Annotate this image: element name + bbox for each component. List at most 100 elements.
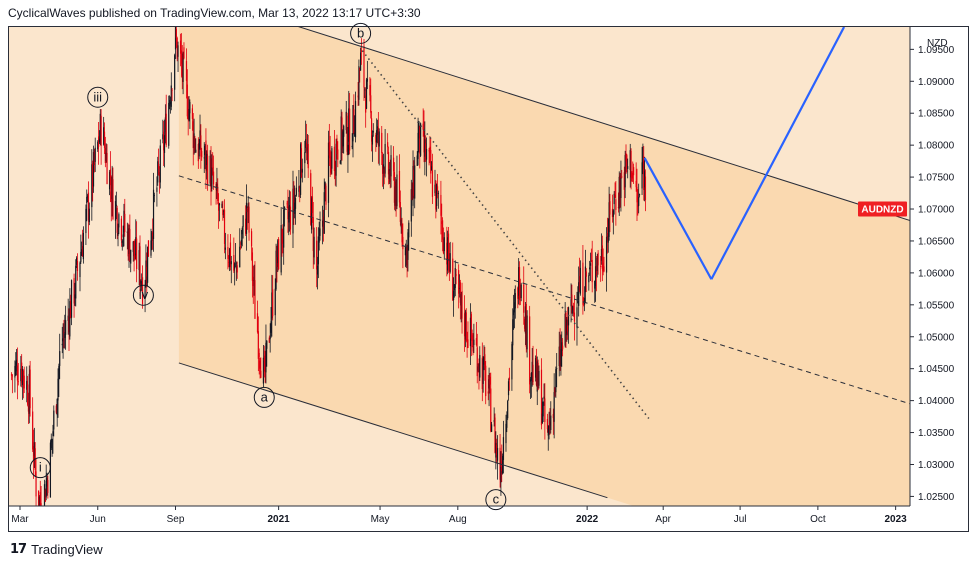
candle-body [465, 312, 467, 342]
price-axis[interactable]: 1.09500 1.09000 1.08500 1.08000 1.07500 1.070… [910, 45, 955, 503]
candle-body [518, 267, 521, 301]
candle-body [191, 108, 194, 119]
candle-body [490, 388, 492, 432]
candle-body [192, 121, 194, 149]
candle-body [93, 151, 95, 165]
candle-body [546, 418, 549, 430]
candle-body [106, 152, 108, 185]
candle-body [57, 378, 59, 401]
candle-body [117, 233, 119, 237]
candle-body [70, 300, 72, 318]
candle-body [437, 192, 439, 194]
candle-body [565, 312, 567, 334]
candle-body [175, 29, 177, 38]
candle-body [103, 127, 105, 145]
price-tag-box [858, 201, 907, 217]
candle-body [322, 216, 325, 230]
candle-body [366, 78, 368, 82]
candle-body [618, 176, 620, 209]
candle-body [461, 291, 463, 319]
candle-body [420, 123, 422, 156]
wave-label-text: c [493, 492, 500, 507]
candle-body [104, 147, 106, 164]
candle-body [205, 140, 207, 171]
price-tag: AUDNZD [858, 201, 907, 217]
candle-body [256, 313, 259, 333]
candle-body [354, 101, 357, 138]
wave-label-circle [87, 86, 109, 108]
candle-body [116, 207, 118, 233]
candle-body [615, 199, 617, 210]
candle-body [365, 95, 367, 113]
candle-body [496, 444, 498, 456]
candle-body [183, 47, 185, 59]
candle-body [594, 280, 596, 289]
candle-body [570, 299, 572, 307]
candle-body [330, 156, 332, 173]
candle-body [430, 149, 432, 174]
candle-body [447, 237, 449, 271]
candle-body [251, 252, 254, 281]
candle-body [118, 214, 120, 228]
candle-body [578, 282, 580, 306]
candle-body [584, 266, 587, 293]
candle-body [32, 446, 35, 461]
candle-body [294, 202, 296, 214]
candle-body [425, 143, 427, 161]
candle-body [100, 115, 102, 147]
tradingview-brand[interactable]: 17 TradingView [10, 542, 103, 557]
candle-body [325, 185, 327, 205]
candle-body [585, 271, 587, 277]
y-tick-label: 1.04000 [918, 396, 955, 407]
candle-body [381, 132, 383, 154]
candle-body [306, 147, 308, 154]
y-tick-label: 1.09000 [918, 77, 955, 88]
candle-body [524, 306, 527, 334]
candle-body [39, 492, 41, 506]
candle-body [312, 217, 314, 252]
candle-body [271, 292, 273, 319]
channel-fill [178, 27, 910, 506]
candle-body [638, 196, 640, 206]
y-tick-label: 1.06000 [918, 268, 955, 279]
candle-body [182, 53, 184, 82]
candle-body [97, 136, 100, 148]
candle-body [259, 360, 261, 369]
candle-body [488, 379, 490, 389]
candle-body [339, 160, 341, 164]
candle-body [407, 232, 409, 260]
candle-body [340, 116, 342, 161]
candle-body [396, 174, 398, 207]
candle-body [394, 186, 396, 206]
candle-body [210, 158, 212, 192]
candle-body [151, 232, 153, 241]
candle-body [629, 150, 631, 171]
candle-body [301, 168, 303, 173]
candle-body [560, 349, 562, 367]
candle-body [393, 172, 396, 203]
candle-body [44, 490, 46, 502]
candle-body [135, 237, 137, 256]
candle-body [242, 215, 244, 227]
candle-body [272, 289, 274, 317]
candle-body [399, 201, 401, 222]
candle-body [467, 339, 469, 349]
time-axis[interactable]: Mar Jun Sep 2021 May Aug 2022 Apr Jul Oct 2023 [11, 506, 907, 525]
candle-body [176, 37, 178, 59]
candle-body [180, 50, 183, 64]
x-tick-label: Sep [167, 514, 185, 525]
candle-body [337, 149, 339, 160]
candle-body [559, 346, 561, 367]
candle-body [408, 222, 410, 238]
candle-body [513, 302, 516, 313]
candle-body [264, 355, 266, 372]
candle-body [253, 280, 255, 282]
wave-label-circle [132, 284, 154, 306]
candle-body [47, 480, 49, 493]
candle-body [197, 144, 199, 162]
candle-body [541, 413, 543, 424]
candle-body [371, 135, 374, 145]
chart-panel[interactable] [8, 26, 969, 532]
candle-body [218, 202, 220, 211]
